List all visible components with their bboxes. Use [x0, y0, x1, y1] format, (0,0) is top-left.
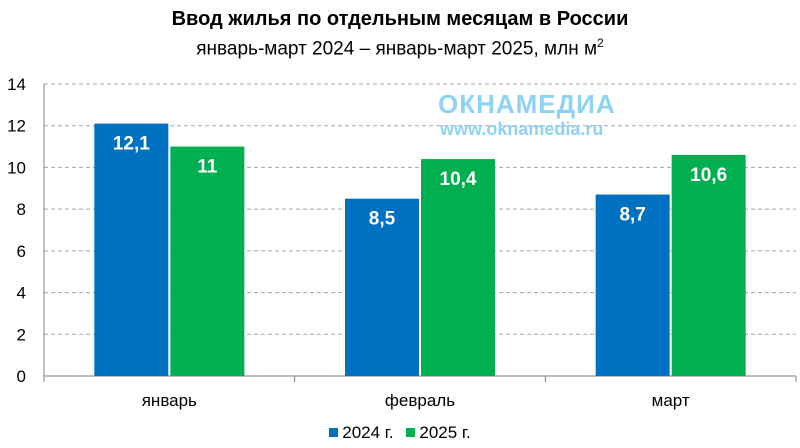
bar-2024-1	[345, 198, 419, 376]
y-tick-label: 0	[17, 367, 26, 386]
chart-subtitle: январь-март 2024 – январь-март 2025, млн…	[0, 36, 800, 60]
data-label: 8,7	[619, 205, 645, 226]
watermark-url: www.oknamedia.ru	[440, 119, 604, 139]
y-tick-label: 4	[17, 284, 26, 303]
data-label: 11	[197, 157, 218, 178]
bar-2024-0	[94, 123, 169, 376]
bar-2025-0	[170, 146, 245, 376]
chart-title: Ввод жилья по отдельным месяцам в России	[171, 8, 629, 30]
legend-label-2025: 2025 г.	[419, 423, 471, 442]
watermark-logo: ОКНАМЕДИА	[438, 89, 616, 119]
bar-2025-1	[421, 159, 495, 376]
data-label: 10,4	[440, 169, 477, 190]
x-tick-label: март	[652, 391, 690, 410]
legend-item-2024: 2024 г.	[329, 423, 394, 443]
data-label: 12,1	[113, 134, 150, 155]
x-tick-label: февраль	[385, 391, 455, 410]
y-tick-label: 8	[17, 200, 26, 219]
bar-2025-2	[671, 154, 746, 376]
y-tick-label: 12	[7, 117, 26, 136]
subtitle-text: январь-март 2024 – январь-март 2025, млн…	[196, 38, 598, 60]
y-tick-label: 6	[17, 242, 26, 261]
legend-swatch-2024	[329, 428, 339, 437]
watermark: ОКНАМЕДИА www.oknamedia.ru	[438, 90, 616, 140]
legend-label-2024: 2024 г.	[342, 423, 394, 442]
legend-swatch-2025	[406, 428, 416, 437]
bar-2024-2	[595, 194, 670, 376]
legend: 2024 г. 2025 г.	[0, 423, 800, 443]
data-label: 10,6	[690, 165, 727, 186]
y-tick-label: 2	[17, 325, 26, 344]
subtitle-superscript: 2	[597, 36, 604, 50]
x-tick-label: январь	[142, 391, 197, 410]
y-tick-label: 10	[7, 158, 26, 177]
data-label: 8,5	[369, 209, 396, 230]
y-tick-label: 14	[7, 75, 26, 94]
legend-item-2025: 2025 г.	[406, 423, 471, 443]
